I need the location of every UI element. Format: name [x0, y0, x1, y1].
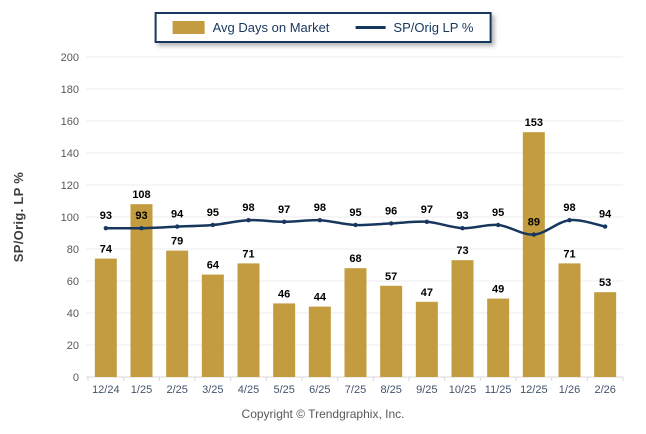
bar	[130, 204, 153, 377]
line-marker	[281, 219, 287, 224]
line-value-label: 93	[456, 210, 468, 222]
legend-item-sp-orig-lp: SP/Orig LP %	[355, 20, 473, 35]
bar	[451, 260, 474, 377]
x-tick-label: 8/25	[380, 384, 401, 396]
bar-value-label: 46	[278, 288, 290, 300]
line-marker	[210, 222, 216, 228]
bar-value-label: 57	[385, 271, 397, 283]
line-value-label: 98	[314, 202, 326, 214]
line-value-label: 97	[421, 204, 433, 216]
bar-value-label: 73	[456, 245, 468, 257]
bar-value-label: 47	[421, 287, 433, 299]
line-value-label: 98	[242, 202, 254, 214]
line-value-label: 93	[100, 210, 112, 222]
chart-legend: Avg Days on Market SP/Orig LP %	[154, 12, 492, 43]
x-tick-label: 3/25	[202, 384, 223, 396]
line-value-label: 89	[528, 217, 540, 229]
line-value-label: 93	[135, 210, 147, 222]
legend-label-avg-days: Avg Days on Market	[212, 20, 330, 35]
y-axis-title: SP/Orig. LP %	[11, 171, 26, 263]
bar	[201, 274, 224, 377]
legend-label-sp-orig-lp: SP/Orig LP %	[393, 20, 474, 35]
x-tick-label: 5/25	[273, 384, 294, 396]
line-marker	[139, 226, 144, 231]
line-marker	[602, 224, 608, 229]
bar	[94, 258, 117, 377]
y-tick-label: 60	[67, 276, 79, 288]
y-tick-label: 100	[61, 212, 79, 224]
line-value-label: 95	[492, 207, 504, 219]
bar	[380, 285, 403, 377]
bar-swatch-icon	[172, 21, 205, 34]
bar	[344, 268, 367, 377]
line-marker	[567, 218, 572, 223]
bar	[594, 292, 617, 377]
line-value-label: 94	[599, 209, 612, 221]
x-tick-label: 7/25	[345, 384, 366, 396]
y-tick-label: 200	[61, 52, 79, 64]
bar	[415, 301, 438, 377]
y-tick-label: 180	[61, 84, 79, 96]
line-marker	[174, 224, 180, 229]
bar-value-label: 71	[242, 248, 254, 260]
x-tick-label: 4/25	[238, 384, 259, 396]
y-tick-label: 160	[61, 116, 79, 128]
line-marker	[531, 232, 537, 237]
bar-value-label: 74	[100, 244, 113, 256]
line-value-label: 96	[385, 205, 397, 217]
bar-value-label: 44	[314, 292, 327, 304]
bar	[237, 263, 260, 377]
bar-value-label: 49	[492, 284, 504, 296]
copyright-text: Copyright © Trendgraphix, Inc.	[241, 407, 405, 421]
x-tick-label: 2/26	[594, 384, 615, 396]
bar	[487, 298, 510, 377]
y-tick-label: 40	[67, 308, 79, 320]
bar-value-label: 71	[563, 248, 575, 260]
x-tick-label: 1/26	[559, 384, 580, 396]
x-tick-label: 9/25	[416, 384, 437, 396]
y-tick-label: 20	[67, 340, 79, 352]
bar	[166, 250, 189, 377]
x-tick-label: 6/25	[309, 384, 330, 396]
line-marker	[388, 221, 394, 226]
line-marker	[246, 218, 251, 223]
bar-value-label: 68	[349, 253, 361, 265]
x-tick-label: 12/25	[520, 384, 548, 396]
bar	[522, 132, 545, 377]
x-tick-label: 2/25	[166, 384, 187, 396]
line-value-label: 98	[563, 202, 575, 214]
y-tick-label: 80	[67, 244, 79, 256]
y-tick-label: 0	[73, 372, 79, 384]
bar-value-label: 53	[599, 277, 611, 289]
bar	[558, 263, 581, 377]
x-tick-label: 11/25	[485, 384, 512, 396]
line-marker	[353, 222, 358, 228]
line-marker	[424, 219, 430, 224]
x-tick-label: 10/25	[449, 384, 477, 396]
bar-value-label: 108	[132, 189, 150, 201]
x-tick-label: 1/25	[131, 384, 152, 396]
bar-value-label: 153	[525, 117, 543, 129]
y-tick-label: 120	[61, 180, 79, 192]
y-tick-label: 140	[61, 148, 79, 160]
legend-item-avg-days: Avg Days on Market	[172, 20, 330, 35]
line-marker	[103, 226, 109, 231]
line-value-label: 97	[278, 204, 290, 216]
line-marker	[317, 218, 323, 223]
line-marker	[495, 222, 501, 228]
bar	[273, 303, 296, 377]
line-value-label: 95	[207, 207, 219, 219]
x-tick-label: 12/24	[92, 384, 120, 396]
line-value-label: 95	[349, 207, 361, 219]
line-marker	[460, 226, 465, 231]
bar	[308, 306, 331, 377]
line-swatch-icon	[355, 26, 386, 29]
line-value-label: 94	[171, 209, 184, 221]
bar-value-label: 79	[171, 236, 183, 248]
bar-value-label: 64	[207, 260, 220, 272]
